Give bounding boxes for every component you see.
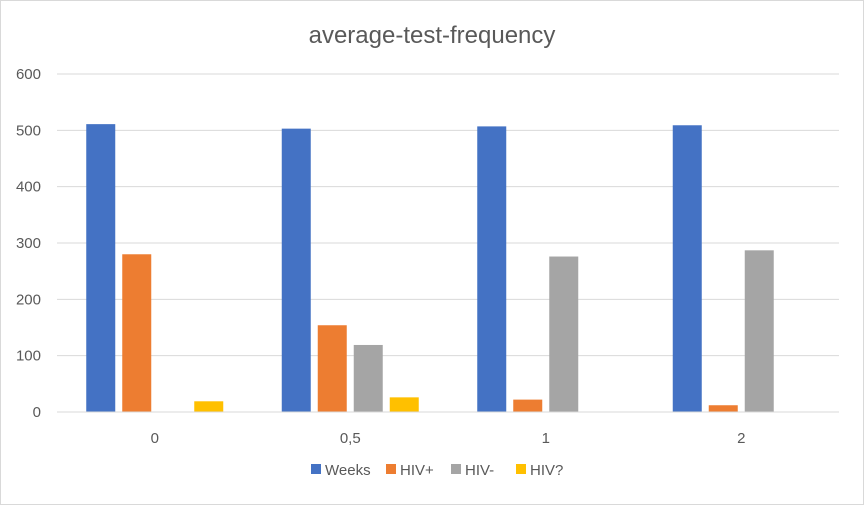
legend-label: HIV+ <box>400 462 434 479</box>
y-axis-ticks: 0 100 200 300 400 500 600 <box>16 66 41 421</box>
legend-item: HIV? <box>516 462 563 479</box>
bar-weeks-2 <box>477 126 507 412</box>
y-tick-label: 100 <box>16 348 41 365</box>
legend-swatch <box>311 464 321 474</box>
legend-label: HIV- <box>465 462 494 479</box>
x-tick-label: 0 <box>151 430 159 447</box>
legend-item: HIV- <box>451 462 494 479</box>
y-tick-label: 0 <box>33 404 41 421</box>
bar-hiv-2 <box>513 399 543 412</box>
legend-swatch <box>451 464 461 474</box>
bar-hiv-1 <box>317 325 347 412</box>
legend-item: HIV+ <box>386 462 434 479</box>
y-tick-label: 400 <box>16 179 41 196</box>
bar-hiv-3 <box>744 250 774 412</box>
chart-title: average-test-frequency <box>309 22 556 49</box>
bar-hiv-1 <box>389 397 419 412</box>
legend-item: Weeks <box>311 462 371 479</box>
bar-weeks-0 <box>86 124 116 413</box>
bars <box>57 124 839 413</box>
legend-label: Weeks <box>325 462 371 479</box>
y-tick-label: 600 <box>16 66 41 83</box>
bar-hiv-0 <box>194 401 224 412</box>
x-tick-label: 1 <box>542 430 550 447</box>
legend: Weeks HIV+ HIV- HIV? <box>311 462 563 479</box>
bar-weeks-3 <box>672 125 702 412</box>
bar-hiv-1 <box>353 344 383 412</box>
y-tick-label: 300 <box>16 235 41 252</box>
bar-hiv-0 <box>122 254 152 412</box>
x-axis-ticks: 0 0,5 1 2 <box>151 430 746 447</box>
x-tick-label: 2 <box>737 430 745 447</box>
bar-hiv-2 <box>549 256 579 412</box>
y-tick-label: 200 <box>16 291 41 308</box>
x-tick-label: 0,5 <box>340 430 361 447</box>
y-tick-label: 500 <box>16 122 41 139</box>
legend-label: HIV? <box>530 462 563 479</box>
bar-weeks-1 <box>281 128 311 412</box>
gridlines <box>57 73 839 413</box>
bar-hiv-3 <box>708 405 738 412</box>
legend-swatch <box>516 464 526 474</box>
legend-swatch <box>386 464 396 474</box>
